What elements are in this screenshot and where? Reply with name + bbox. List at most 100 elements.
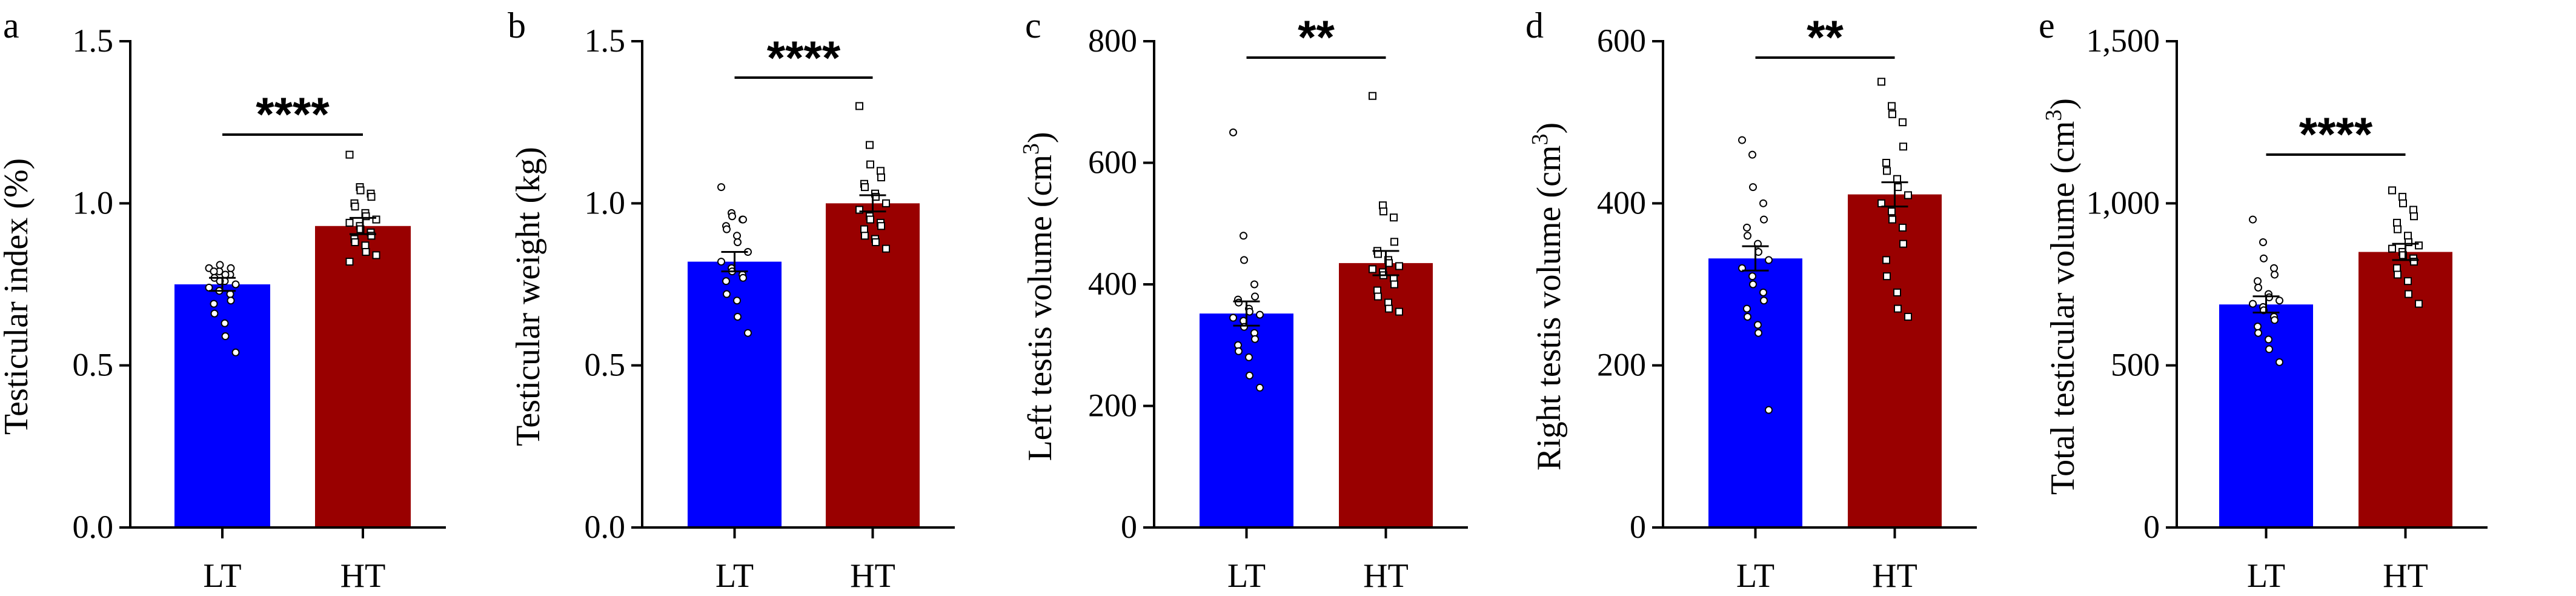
- y-axis-label-b: Testicular weight (kg): [510, 147, 547, 446]
- point-b-ht: [877, 222, 885, 230]
- x-tick-label-e: HT: [2383, 557, 2428, 593]
- point-c-ht: [1395, 307, 1403, 316]
- point-e-ht: [2404, 232, 2412, 240]
- point-a-lt: [210, 300, 218, 308]
- y-axis-label-d: Right testis volume (cm3): [1527, 122, 1568, 470]
- point-e-lt: [2270, 264, 2278, 272]
- point-c-lt: [1240, 232, 1247, 240]
- point-d-lt: [1765, 406, 1773, 414]
- point-b-ht: [866, 141, 874, 149]
- point-b-lt: [739, 273, 747, 282]
- y-tick-label-e: 1,500: [2086, 22, 2160, 59]
- point-a-ht: [367, 193, 376, 201]
- point-c-ht: [1390, 213, 1398, 222]
- point-c-lt: [1250, 280, 1258, 289]
- point-e-ht: [2388, 186, 2396, 195]
- x-tick-label-a: LT: [203, 557, 241, 593]
- point-a-lt: [210, 309, 219, 318]
- point-d-lt: [1754, 321, 1762, 329]
- point-d-ht: [1882, 159, 1890, 167]
- point-d-lt: [1749, 183, 1757, 192]
- point-b-lt: [723, 225, 731, 233]
- point-b-lt: [739, 215, 747, 224]
- point-e-ht: [2410, 212, 2418, 221]
- bar-b-ht: [826, 203, 920, 527]
- point-e-lt: [2276, 296, 2283, 305]
- significance-label-a: ****: [256, 87, 330, 141]
- point-b-ht: [866, 160, 874, 169]
- point-d-ht: [1883, 167, 1891, 175]
- bar-c-lt: [1200, 313, 1293, 527]
- point-e-ht: [2415, 300, 2423, 308]
- point-d-lt: [1765, 256, 1773, 264]
- point-e-lt: [2259, 238, 2267, 246]
- point-a-ht: [345, 258, 354, 266]
- point-d-lt: [1744, 232, 1751, 240]
- point-b-ht: [861, 183, 869, 192]
- point-a-ht: [367, 232, 376, 240]
- point-a-ht: [345, 218, 354, 227]
- y-tick-label-d: 0: [1630, 509, 1646, 545]
- point-d-lt: [1760, 296, 1768, 305]
- y-axis-label-e: Total testicular volume (cm3): [2041, 98, 2082, 495]
- point-e-lt: [2249, 215, 2257, 224]
- point-c-ht: [1379, 207, 1387, 216]
- y-tick-label-d: 600: [1597, 22, 1646, 59]
- point-c-lt: [1251, 335, 1259, 343]
- point-b-lt: [728, 212, 736, 221]
- point-d-lt: [1748, 272, 1756, 281]
- y-tick-label-a: 0.5: [73, 347, 114, 383]
- y-tick-label-e: 500: [2111, 347, 2160, 383]
- panel-letter-c: c: [1025, 5, 1041, 45]
- point-e-ht: [2394, 270, 2402, 279]
- point-c-ht: [1369, 92, 1376, 100]
- point-e-ht: [2394, 225, 2402, 233]
- panel-letter-a: a: [3, 5, 19, 45]
- point-e-lt: [2260, 254, 2268, 263]
- y-tick-label-d: 200: [1597, 347, 1646, 383]
- point-b-ht: [855, 102, 863, 110]
- point-e-lt: [2254, 283, 2262, 292]
- point-d-lt: [1738, 136, 1746, 144]
- point-c-lt: [1229, 128, 1237, 136]
- y-tick-label-b: 1.0: [585, 184, 626, 221]
- point-a-ht: [362, 212, 370, 221]
- point-b-lt: [733, 296, 741, 305]
- y-tick-label-e: 0: [2143, 509, 2160, 545]
- point-e-lt: [2271, 316, 2279, 324]
- point-b-ht: [877, 173, 885, 182]
- point-e-lt: [2254, 329, 2262, 337]
- point-e-ht: [2404, 277, 2412, 286]
- point-e-ht: [2405, 290, 2412, 298]
- point-d-ht: [1899, 142, 1907, 151]
- point-a-ht: [361, 241, 370, 250]
- y-tick-label-c: 400: [1088, 266, 1137, 302]
- point-d-ht: [1899, 118, 1907, 127]
- point-c-lt: [1245, 353, 1253, 361]
- point-e-ht: [2393, 218, 2401, 227]
- point-b-ht: [882, 199, 890, 207]
- point-b-lt: [734, 312, 742, 321]
- point-d-lt: [1759, 288, 1767, 296]
- point-d-lt: [1759, 199, 1767, 207]
- point-c-ht: [1369, 265, 1376, 273]
- point-c-lt: [1256, 310, 1264, 319]
- x-tick-label-d: HT: [1872, 557, 1917, 593]
- point-a-ht: [351, 238, 359, 246]
- y-tick-label-b: 0.0: [585, 509, 626, 545]
- point-d-ht: [1888, 102, 1896, 110]
- point-c-ht: [1390, 238, 1398, 246]
- point-d-ht: [1877, 78, 1885, 86]
- point-b-lt: [733, 232, 741, 240]
- bar-b-lt: [688, 261, 782, 527]
- point-d-lt: [1743, 304, 1751, 313]
- point-e-lt: [2265, 335, 2272, 344]
- point-c-lt: [1256, 383, 1264, 392]
- point-b-ht: [855, 206, 863, 214]
- point-e-ht: [2415, 241, 2423, 250]
- point-a-lt: [216, 261, 224, 269]
- point-e-ht: [2409, 206, 2417, 214]
- point-e-ht: [2399, 199, 2407, 207]
- point-c-ht: [1395, 262, 1403, 270]
